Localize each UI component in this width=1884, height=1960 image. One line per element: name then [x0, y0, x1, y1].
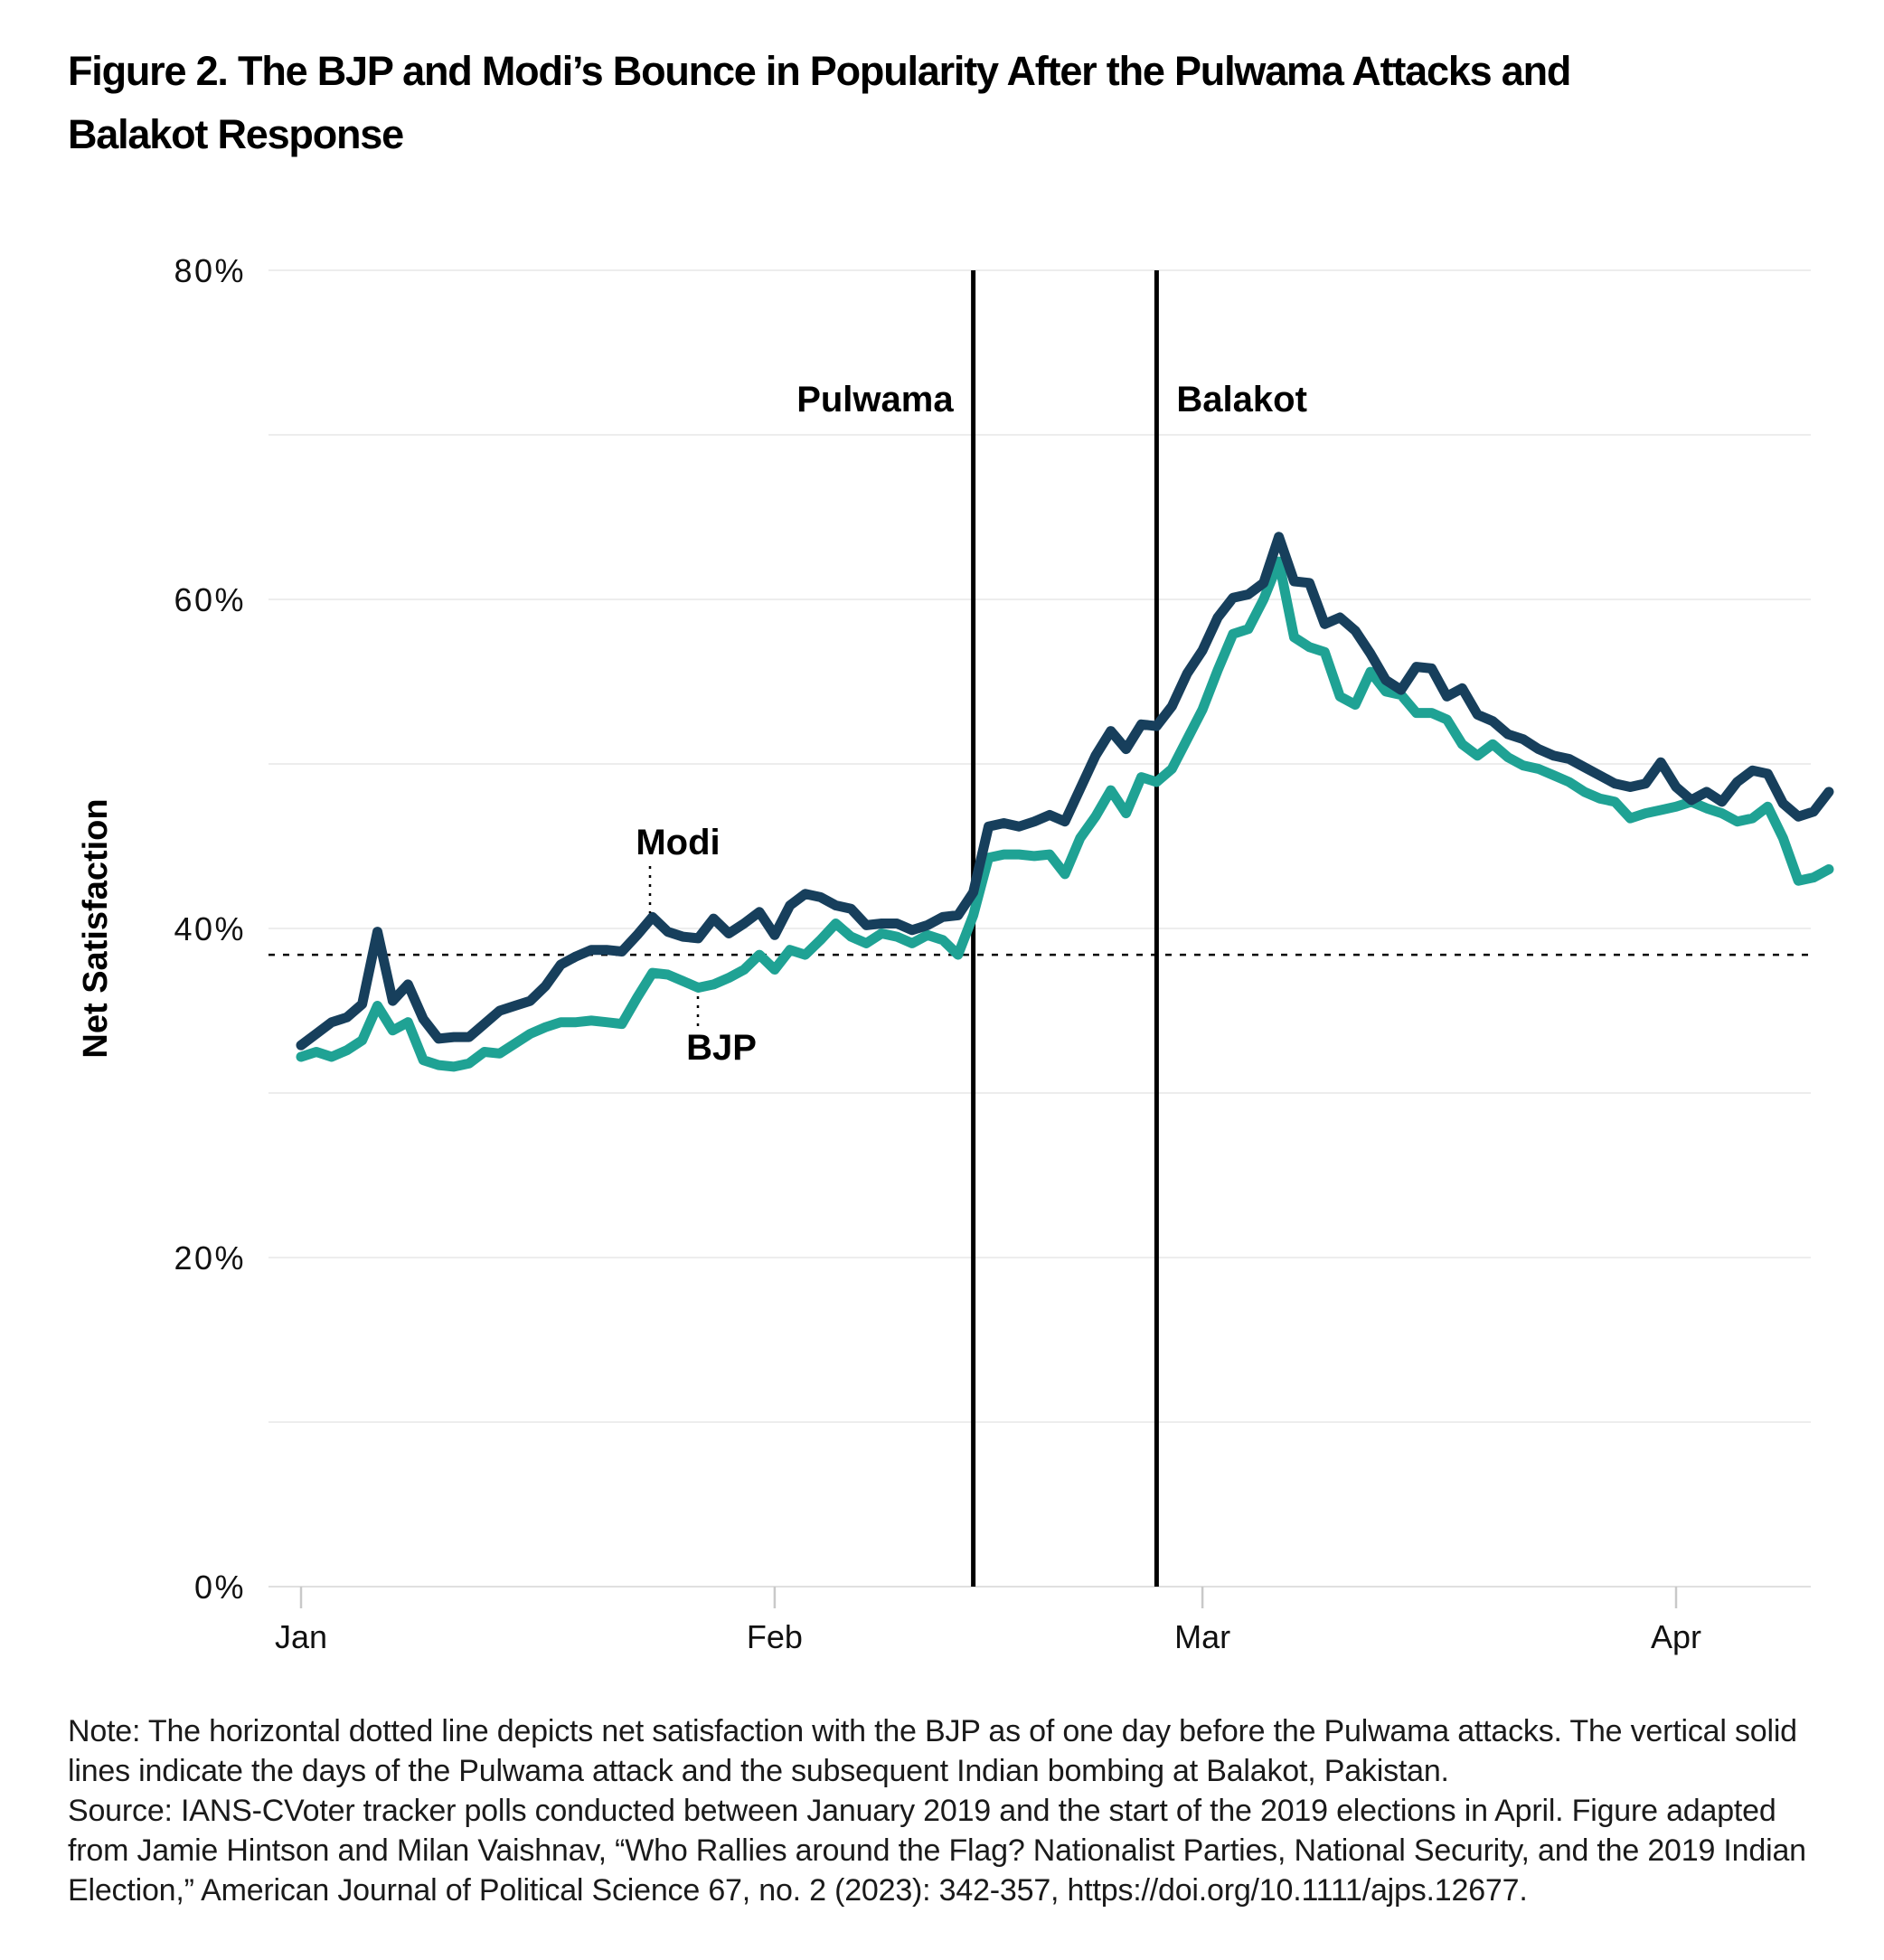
y-tick-label: 60%	[174, 581, 246, 618]
x-tick-label: Apr	[1651, 1618, 1701, 1655]
figure-notes: Note: The horizontal dotted line depicts…	[68, 1711, 1838, 1910]
gridlines	[268, 269, 1811, 1588]
series-label-modi: Modi	[636, 823, 721, 913]
series-label-text-bjp: BJP	[686, 1028, 757, 1068]
source-text: Source: IANS-CVoter tracker polls conduc…	[68, 1794, 1806, 1908]
y-tick-label: 0%	[194, 1569, 246, 1606]
line-chart-svg: Pulwama Balakot Modi BJP 80% 60% 40% 20% 0% Jan Fe…	[77, 252, 1834, 1655]
x-axis: Jan Feb Mar Apr	[275, 1587, 1701, 1655]
y-tick-label: 80%	[174, 252, 246, 289]
series-label-text-modi: Modi	[636, 823, 720, 862]
x-tick-label: Feb	[747, 1618, 803, 1655]
figure-title: Figure 2. The BJP and Modi’s Bounce in P…	[68, 40, 1831, 166]
event-lines: Pulwama Balakot	[796, 270, 1307, 1587]
y-axis-labels: 80% 60% 40% 20% 0%	[174, 252, 246, 1606]
event-label-pulwama: Pulwama	[796, 380, 954, 419]
series-line-modi	[296, 532, 1834, 1051]
figure-title-line1: Figure 2. The BJP and Modi’s Bounce in P…	[68, 48, 1571, 94]
figure-title-line2: Balakot Response	[68, 111, 404, 157]
y-tick-label: 20%	[174, 1239, 246, 1277]
event-label-balakot: Balakot	[1176, 380, 1307, 419]
chart: Pulwama Balakot Modi BJP 80% 60% 40% 20% 0% Jan Fe…	[77, 252, 1834, 1655]
y-tick-label: 40%	[174, 910, 246, 947]
x-tick-label: Jan	[275, 1618, 327, 1655]
x-tick-label: Mar	[1174, 1618, 1230, 1655]
series-line-bjp	[296, 556, 1834, 1072]
y-axis-title: Net Satisfaction	[77, 798, 115, 1058]
note-text: Note: The horizontal dotted line depicts…	[68, 1714, 1797, 1788]
series-label-bjp: BJP	[686, 996, 757, 1068]
